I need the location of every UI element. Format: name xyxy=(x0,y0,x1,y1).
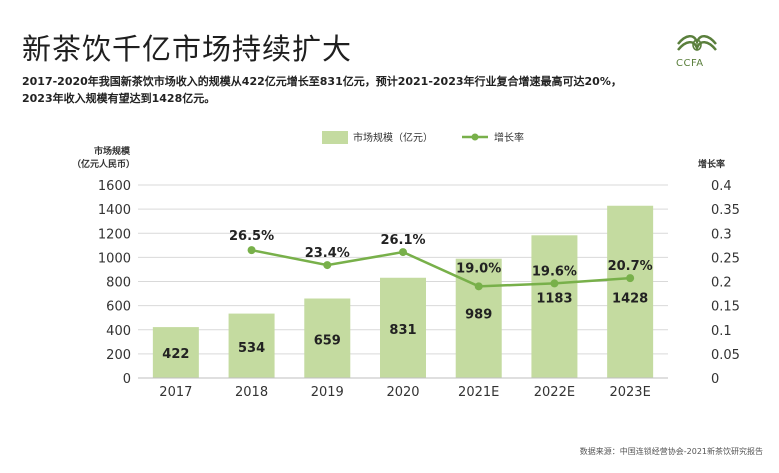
legend-line-marker xyxy=(471,133,479,141)
bar-value-label: 831 xyxy=(389,323,416,338)
growth-rate-point xyxy=(323,261,332,270)
left-tick-label: 1000 xyxy=(98,251,131,266)
growth-rate-point xyxy=(474,282,483,291)
x-tick-label: 2017 xyxy=(159,385,192,400)
ccfa-logo-icon xyxy=(677,35,717,52)
left-tick-label: 200 xyxy=(106,348,131,363)
bar-value-label: 1428 xyxy=(612,292,648,307)
bar xyxy=(304,298,351,378)
growth-rate-label: 19.6% xyxy=(532,264,577,279)
bar xyxy=(152,327,199,378)
growth-rate-point xyxy=(399,248,407,257)
bar xyxy=(228,313,275,378)
right-tick-label: 0.35 xyxy=(711,203,740,218)
left-tick-label: 0 xyxy=(123,372,131,387)
left-tick-label: 1400 xyxy=(98,203,131,218)
growth-rate-point xyxy=(626,274,635,283)
bars-layer xyxy=(152,205,654,378)
bar xyxy=(531,235,578,378)
growth-rate-label: 23.4% xyxy=(305,246,350,261)
left-tick-label: 600 xyxy=(106,300,131,315)
right-tick-label: 0.25 xyxy=(711,251,740,266)
right-tick-label: 0.15 xyxy=(711,300,740,315)
bar xyxy=(607,205,654,378)
bar-value-label: 659 xyxy=(314,333,341,348)
bar xyxy=(380,277,426,378)
x-tick-label: 2020 xyxy=(386,385,419,400)
right-tick-label: 0.4 xyxy=(711,179,732,194)
page-title: 新茶饮千亿市场持续扩大 xyxy=(22,32,353,66)
x-tick-label: 2023E xyxy=(609,385,650,400)
line-layer xyxy=(247,246,635,291)
x-tick-label: 2018 xyxy=(235,385,268,400)
page-subtitle: 2017-2020年我国新茶饮市场收入的规模从422亿元增长至831亿元，预计2… xyxy=(22,73,662,107)
data-source: 数据来源：中国连锁经营协会-2021新茶饮研究报告 xyxy=(579,447,763,456)
bar-value-label: 1183 xyxy=(536,291,572,306)
axis-layer: 0 200 400 600 800 1000 1200 1400 1600 0 0.05 0.1 0.1… xyxy=(98,179,740,400)
x-tick-label: 2021E xyxy=(458,385,499,400)
growth-rate-point xyxy=(550,279,559,288)
left-tick-label: 800 xyxy=(106,276,131,291)
legend: 市场规模（亿元） 增长率 xyxy=(322,131,524,144)
legend-line-label: 增长率 xyxy=(494,131,524,144)
bar-value-label: 989 xyxy=(465,308,492,323)
logo-text: CCFA xyxy=(676,58,704,69)
growth-rate-line xyxy=(251,248,631,288)
right-tick-label: 0.2 xyxy=(711,276,732,291)
growth-rate-label: 26.5% xyxy=(229,229,274,244)
x-tick-label: 2019 xyxy=(311,385,344,400)
right-tick-label: 0.05 xyxy=(711,348,740,363)
bar-value-label: 422 xyxy=(162,347,189,362)
right-tick-label: 0.3 xyxy=(711,227,732,242)
bar-value-label: 534 xyxy=(238,341,265,356)
left-tick-label: 1600 xyxy=(98,179,131,194)
left-tick-label: 1200 xyxy=(98,227,131,242)
right-axis-title: 增长率 xyxy=(698,158,725,170)
right-tick-label: 0.1 xyxy=(711,324,732,339)
growth-rate-point xyxy=(247,246,256,255)
left-axis-title-1: 市场规模 xyxy=(94,145,131,157)
subtitle-line-1: 2017-2020年我国新茶饮市场收入的规模从422亿元增长至831亿元，预计2… xyxy=(22,75,622,88)
legend-bar-swatch xyxy=(322,131,348,144)
growth-rate-label: 19.0% xyxy=(456,261,501,276)
left-tick-label: 400 xyxy=(106,324,131,339)
legend-bar-label: 市场规模（亿元） xyxy=(353,131,433,144)
left-axis-title-2: （亿元人民币） xyxy=(72,158,135,170)
labels-layer: 422 534 659 831 989 1183 1428 26.5% 23.4% 26.1% 19… xyxy=(162,229,652,362)
growth-rate-label: 26.1% xyxy=(380,233,425,248)
subtitle-line-2: 2023年收入规模有望达到1428亿元。 xyxy=(22,92,216,105)
x-tick-label: 2022E xyxy=(534,385,575,400)
growth-rate-label: 20.7% xyxy=(608,259,653,274)
right-tick-label: 0 xyxy=(711,372,719,387)
